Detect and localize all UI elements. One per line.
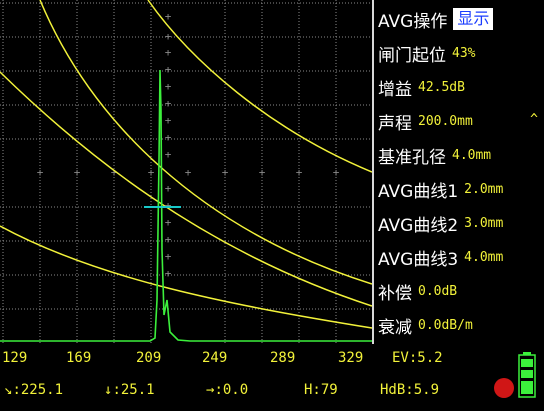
svg-text:+: + <box>165 250 172 263</box>
svg-text:+: + <box>222 166 229 179</box>
scale-tick: 289 <box>270 350 296 366</box>
menu-row-compensation[interactable]: 补偿 0.0dB <box>378 283 458 304</box>
svg-text:+: + <box>165 216 172 229</box>
scale-tick: 329 <box>338 350 364 366</box>
scale-tick: 209 <box>136 350 162 366</box>
menu-row-attenuation[interactable]: 衰减 0.0dB/m <box>378 317 473 338</box>
depth-readout: ↓:25.1 <box>104 382 155 398</box>
menu-row-gain[interactable]: 增益 42.5dB <box>378 79 465 100</box>
sound-path-readout: ↘:225.1 <box>4 382 64 398</box>
svg-text:+: + <box>148 166 155 179</box>
menu-row-range[interactable]: 声程 200.0mm <box>378 113 473 134</box>
a-scan-display: + + + + + + + + + + + + + + + + + + + + + + + + <box>0 0 372 344</box>
avg-curve-3 <box>0 225 372 329</box>
record-indicator-icon <box>494 378 514 398</box>
svg-text:+: + <box>296 166 303 179</box>
menu-row-avg-curve-2[interactable]: AVG曲线2 3.0mm <box>378 215 504 236</box>
svg-text:+: + <box>165 114 172 127</box>
svg-text:+: + <box>165 46 172 59</box>
horizontal-readout: →:0.0 <box>206 382 249 398</box>
grid-lines <box>0 0 372 344</box>
height-readout: H:79 <box>304 382 338 398</box>
echo-signal <box>0 69 372 342</box>
svg-text:+: + <box>74 166 81 179</box>
svg-text:+: + <box>165 131 172 144</box>
depth-icon: ↓ <box>104 382 113 398</box>
status-bar: ↘:225.1 ↓:25.1 →:0.0 H:79 HdB:5.9 <box>0 376 544 411</box>
menu-row-avg-curve-3[interactable]: AVG曲线3 4.0mm <box>378 249 504 270</box>
svg-text:+: + <box>165 267 172 280</box>
menu-row-avg-curve-1[interactable]: AVG曲线1 2.0mm <box>378 181 504 202</box>
menu-row-avg-operation[interactable]: AVG操作 显示 <box>378 2 494 36</box>
avg-curve-1 <box>39 0 372 285</box>
svg-text:+: + <box>165 63 172 76</box>
menu-row-reference-hole[interactable]: 基准孔径 4.0mm <box>378 147 492 168</box>
battery-icon <box>518 352 536 398</box>
svg-text:+: + <box>165 233 172 246</box>
menu-row-gate-start[interactable]: 闸门起位 43% <box>378 45 476 66</box>
svg-text:+: + <box>165 148 172 161</box>
svg-text:+: + <box>37 166 44 179</box>
svg-text:+: + <box>165 30 172 43</box>
svg-text:+: + <box>259 166 266 179</box>
svg-text:+: + <box>333 166 340 179</box>
avg-curve-4 <box>147 0 372 173</box>
scale-tick: 129 <box>2 350 28 366</box>
avg-operation-value[interactable]: 显示 <box>453 8 494 30</box>
svg-text:+: + <box>165 10 172 23</box>
horizontal-scale: 129 169 209 249 289 329 EV:5.2 <box>0 344 544 376</box>
center-crosshair: + + + + + + + + + + + + + + + + + + + + + + + + <box>37 10 340 280</box>
avg-curve-2 <box>0 71 372 307</box>
hdb-readout: HdB:5.9 <box>380 382 440 398</box>
svg-text:+: + <box>165 199 172 212</box>
svg-text:+: + <box>165 182 172 195</box>
sound-path-icon: ↘ <box>4 382 13 398</box>
svg-text:+: + <box>165 97 172 110</box>
scroll-up-icon[interactable]: ^ <box>530 112 538 127</box>
svg-text:+: + <box>165 80 172 93</box>
scale-tick: 169 <box>66 350 92 366</box>
scale-tick: 249 <box>202 350 228 366</box>
horizontal-arrow-icon: → <box>206 382 215 398</box>
svg-text:+: + <box>111 166 118 179</box>
svg-text:+: + <box>185 166 192 179</box>
ev-readout: EV:5.2 <box>392 350 443 366</box>
parameter-panel: AVG操作 显示 闸门起位 43% 增益 42.5dB 声程 200.0mm 基… <box>372 0 544 344</box>
